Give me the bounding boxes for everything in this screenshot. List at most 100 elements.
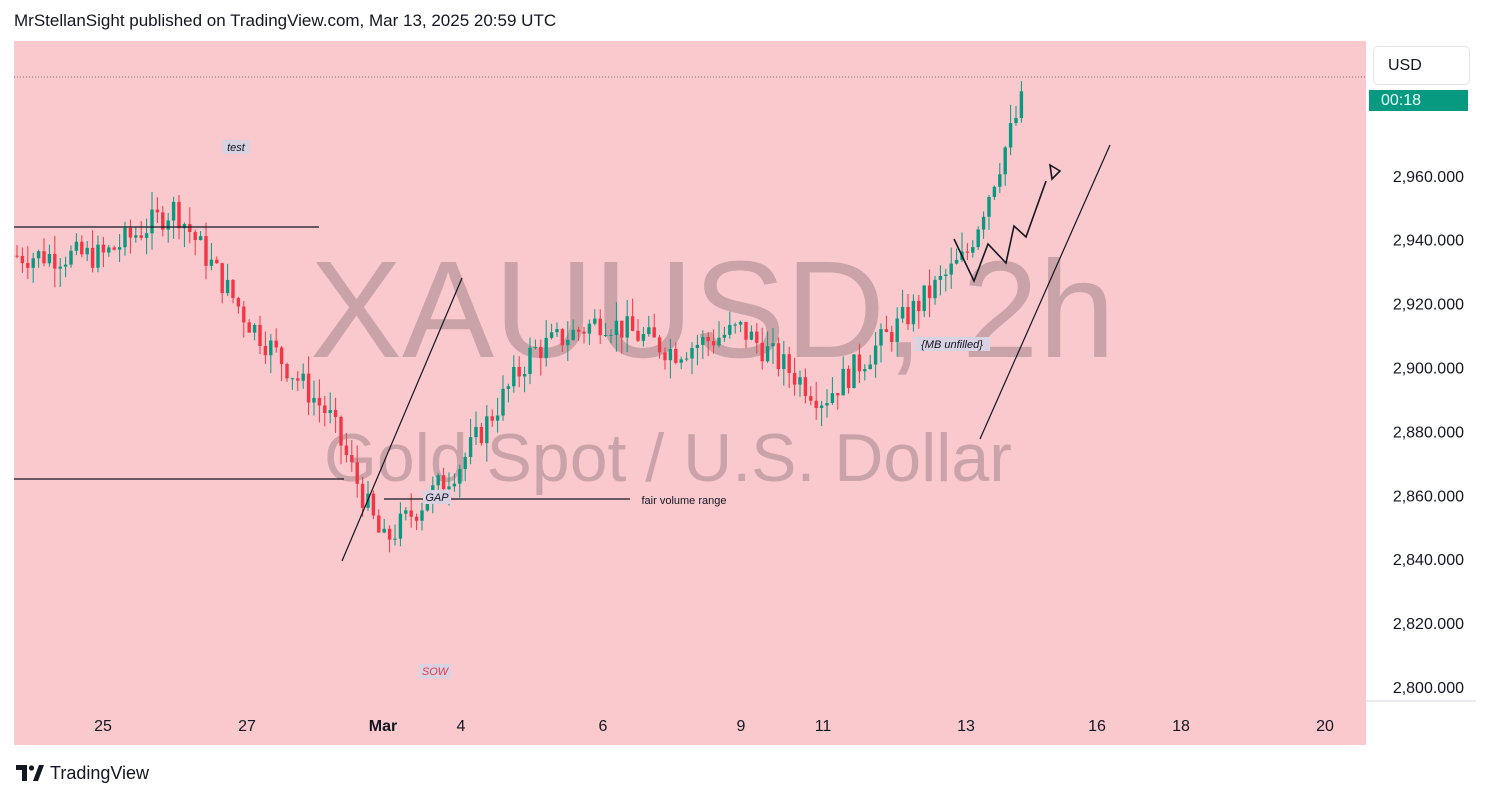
candle-body xyxy=(69,250,73,265)
candle-body xyxy=(900,306,905,319)
candle-body xyxy=(652,327,656,338)
candle-body xyxy=(620,320,624,338)
candle-body xyxy=(317,397,322,406)
candle-body xyxy=(452,483,457,487)
footer-brand[interactable]: TradingView xyxy=(50,762,150,783)
candle-body xyxy=(139,235,143,238)
candle-body xyxy=(571,329,575,340)
time-tick-label: 16 xyxy=(1088,718,1106,735)
projection-zigzag[interactable] xyxy=(953,180,1047,284)
candle-body xyxy=(398,513,403,539)
candle-body xyxy=(636,330,640,341)
candle-body xyxy=(128,227,133,238)
candle-body xyxy=(825,402,829,406)
candle-body xyxy=(134,235,138,238)
candle-body xyxy=(198,236,203,241)
candle-body xyxy=(393,538,397,540)
candle-body xyxy=(101,244,106,253)
candle-body xyxy=(285,364,289,379)
candle-body xyxy=(938,275,943,280)
candle-body xyxy=(344,445,349,456)
candle-body xyxy=(701,336,705,345)
tradingview-logo-icon[interactable] xyxy=(16,765,44,781)
mb-unfilled-label-bg xyxy=(914,337,990,351)
time-tick-label: 18 xyxy=(1172,718,1190,735)
candle-body xyxy=(765,346,770,362)
candle-body xyxy=(36,251,41,259)
candle-body xyxy=(987,196,991,217)
last-price-countdown-tag: 00:18 xyxy=(1369,90,1468,111)
candle-body xyxy=(463,456,467,470)
footer: TradingView xyxy=(16,760,149,786)
candle-body xyxy=(798,377,802,385)
candle-body xyxy=(803,377,808,397)
candle-body xyxy=(576,329,581,332)
candle-body xyxy=(641,334,646,341)
candle-body xyxy=(728,324,732,335)
price-tick-label: 2,920.000 xyxy=(1393,297,1464,314)
candle-body xyxy=(468,437,473,457)
candle-body xyxy=(144,233,149,238)
price-tick-label: 2,960.000 xyxy=(1393,169,1464,186)
time-tick-label: 6 xyxy=(599,718,608,735)
candle-body xyxy=(80,241,84,255)
currency-button[interactable]: USD xyxy=(1374,47,1469,84)
candle-body xyxy=(177,201,181,229)
time-tick-label: 27 xyxy=(238,718,256,735)
candle-body xyxy=(117,247,122,250)
candle-body xyxy=(242,306,246,323)
time-tick-label: 4 xyxy=(457,718,466,735)
candle-body xyxy=(776,343,781,370)
price-tick-label: 2,820.000 xyxy=(1393,616,1464,633)
candle-body xyxy=(539,346,543,358)
candle-body xyxy=(873,345,878,365)
candle-body xyxy=(96,244,100,268)
time-axis-panel[interactable] xyxy=(14,703,1366,745)
candle-body xyxy=(771,343,775,347)
candle-body xyxy=(787,354,791,373)
test-label[interactable]: test xyxy=(227,142,246,154)
candle-body xyxy=(971,247,975,253)
sow-label[interactable]: SOW xyxy=(422,666,450,678)
candle-body xyxy=(555,329,559,333)
candle-body xyxy=(965,251,970,253)
arrow-head-icon xyxy=(1048,163,1062,181)
candle-body xyxy=(263,346,268,356)
watermark: XAUUSD, 2h Gold Spot / U.S. Dollar xyxy=(310,233,1115,496)
candle-body xyxy=(814,400,818,408)
mb-unfilled-label[interactable]: {MB unfilled} xyxy=(921,339,983,351)
candle-body xyxy=(274,340,278,348)
price-tick-label: 2,800.000 xyxy=(1393,680,1464,697)
trendline-left[interactable] xyxy=(341,277,463,562)
candle-body xyxy=(890,331,894,343)
candle-body xyxy=(231,279,235,299)
fair-value-range-label[interactable]: fair volume range xyxy=(642,495,727,507)
candle-body xyxy=(528,347,532,375)
candle-body xyxy=(479,426,484,444)
chart-area[interactable]: XAUUSD, 2h Gold Spot / U.S. Dollar test … xyxy=(14,41,1476,745)
gap-label[interactable]: GAP xyxy=(425,492,449,504)
trendline-right[interactable] xyxy=(979,144,1111,440)
candle-body xyxy=(236,298,241,307)
candle-body xyxy=(836,393,840,396)
candle-body xyxy=(792,372,797,385)
time-tick-label: 11 xyxy=(815,718,832,735)
candle-body xyxy=(53,253,57,269)
candle-body xyxy=(560,329,565,346)
candle-body xyxy=(355,462,359,484)
candle-body xyxy=(112,247,116,250)
price-axis-panel[interactable] xyxy=(1366,41,1476,745)
candle-body xyxy=(738,321,743,325)
candle-body xyxy=(647,327,651,335)
candle-body xyxy=(182,224,187,229)
candle-body xyxy=(409,510,413,517)
time-tick-label: 13 xyxy=(957,718,975,735)
candle-body xyxy=(404,510,408,514)
candle-body xyxy=(436,475,440,486)
candle-body xyxy=(625,316,629,338)
test-label-bg xyxy=(222,140,250,154)
candlestick-chart[interactable]: XAUUSD, 2h Gold Spot / U.S. Dollar test … xyxy=(14,41,1476,745)
candle-body xyxy=(603,335,608,337)
price-axis-ticks: 2,800.000 2,820.000 2,840.000 2,860.000 2,88… xyxy=(1393,169,1464,697)
candle-body xyxy=(447,486,451,490)
